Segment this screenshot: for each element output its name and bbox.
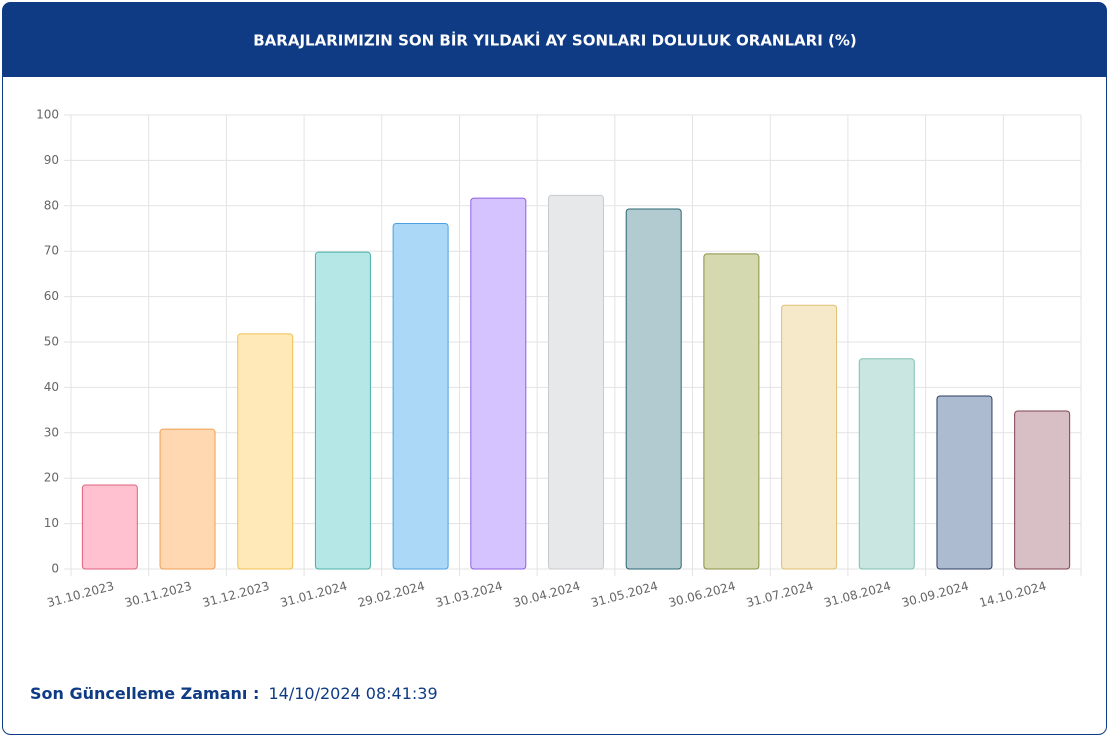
y-tick-label: 50: [44, 335, 59, 349]
y-tick-label: 60: [44, 289, 59, 303]
bar: [1014, 410, 1071, 570]
y-tick-label: 40: [44, 380, 59, 394]
y-tick-label: 30: [44, 425, 59, 439]
bar: [858, 358, 915, 570]
bar: [548, 194, 604, 570]
chart-title: BARAJLARIMIZIN SON BİR YILDAKİ AY SONLAR…: [253, 31, 857, 50]
y-tick-label: 20: [44, 471, 59, 485]
card-header: [2, 2, 1107, 77]
bar: [314, 251, 371, 570]
bar: [81, 484, 138, 570]
footer-value: 14/10/2024 08:41:39: [268, 684, 437, 703]
bar: [392, 223, 449, 570]
bar: [470, 197, 527, 570]
y-tick-label: 10: [44, 516, 59, 530]
y-tick-label: 90: [44, 153, 59, 167]
y-tick-label: 0: [51, 562, 59, 576]
y-tick-label: 100: [36, 108, 59, 122]
y-tick-label: 70: [44, 244, 59, 258]
footer-label: Son Güncelleme Zamanı :: [30, 684, 259, 703]
bar: [237, 333, 294, 570]
bar: [159, 428, 216, 570]
bar: [625, 208, 682, 570]
y-tick-label: 80: [44, 198, 59, 212]
bar: [703, 253, 760, 570]
bar: [936, 395, 993, 570]
bar: [781, 304, 838, 570]
footer: Son Güncelleme Zamanı : 14/10/2024 08:41…: [30, 684, 438, 703]
